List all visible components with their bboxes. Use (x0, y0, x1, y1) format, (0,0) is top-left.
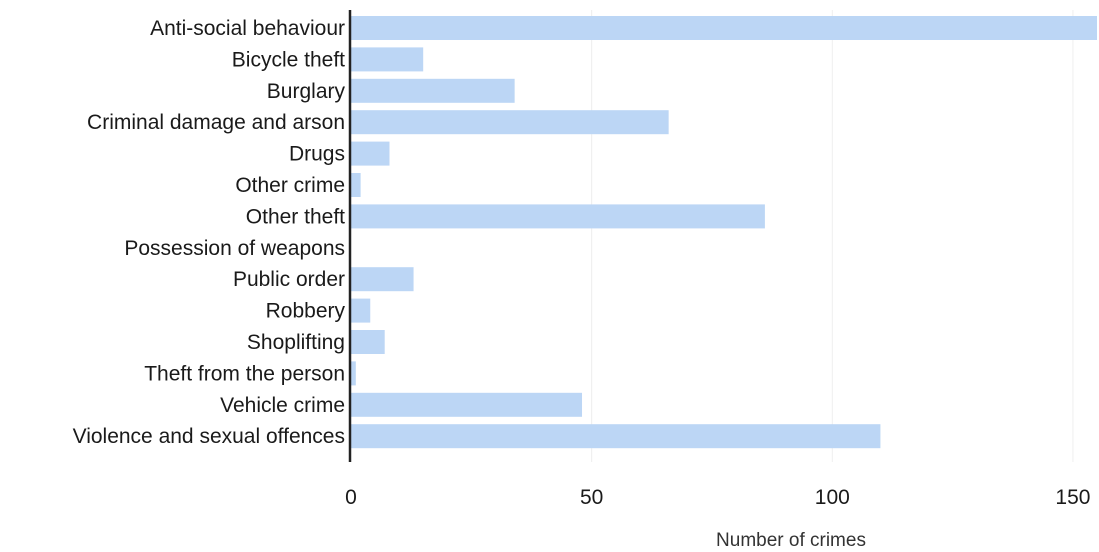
bar-shoplifting (351, 330, 385, 354)
category-label-bicycle-theft: Bicycle theft (232, 48, 345, 71)
category-label-vehicle-crime: Vehicle crime (220, 394, 345, 417)
bar-drugs (351, 141, 390, 166)
category-label-criminal-damage-and-arson: Criminal damage and arson (87, 111, 345, 134)
x-tick-50: 50 (580, 486, 603, 509)
x-tick-0: 0 (345, 486, 357, 509)
category-label-robbery: Robbery (266, 300, 346, 323)
x-tick-100: 100 (815, 486, 850, 509)
x-tick-150: 150 (1055, 486, 1090, 509)
category-label-theft-from-the-person: Theft from the person (144, 362, 345, 385)
category-label-other-crime: Other crime (235, 174, 345, 197)
bars (351, 16, 1097, 449)
bar-other-crime (351, 173, 361, 197)
category-label-anti-social-behaviour: Anti-social behaviour (150, 17, 345, 40)
gridlines (591, 10, 1074, 462)
bar-vehicle-crime (351, 392, 583, 417)
category-label-other-theft: Other theft (246, 205, 345, 228)
bar-anti-social-behaviour (351, 16, 1097, 40)
bar-criminal-damage-and-arson (351, 110, 669, 135)
x-axis-title: Number of crimes (716, 530, 866, 551)
category-label-burglary: Burglary (267, 80, 346, 103)
category-label-violence-and-sexual-offences: Violence and sexual offences (73, 425, 345, 448)
category-label-public-order: Public order (233, 268, 345, 291)
bar-other-theft (351, 204, 765, 229)
category-label-shoplifting: Shoplifting (247, 331, 345, 354)
bar-violence-and-sexual-offences (351, 424, 881, 449)
category-label-drugs: Drugs (289, 143, 345, 166)
bar-theft-from-the-person (351, 361, 356, 386)
bar-robbery (351, 298, 371, 323)
bar-public-order (351, 267, 414, 292)
bar-bicycle-theft (351, 47, 424, 72)
category-labels: Anti-social behaviour Bicycle theft Burgla… (73, 17, 346, 448)
x-tick-labels: 0 50 100 150 (345, 486, 1090, 509)
category-label-possession-of-weapons: Possession of weapons (124, 237, 345, 260)
bar-burglary (351, 78, 515, 103)
